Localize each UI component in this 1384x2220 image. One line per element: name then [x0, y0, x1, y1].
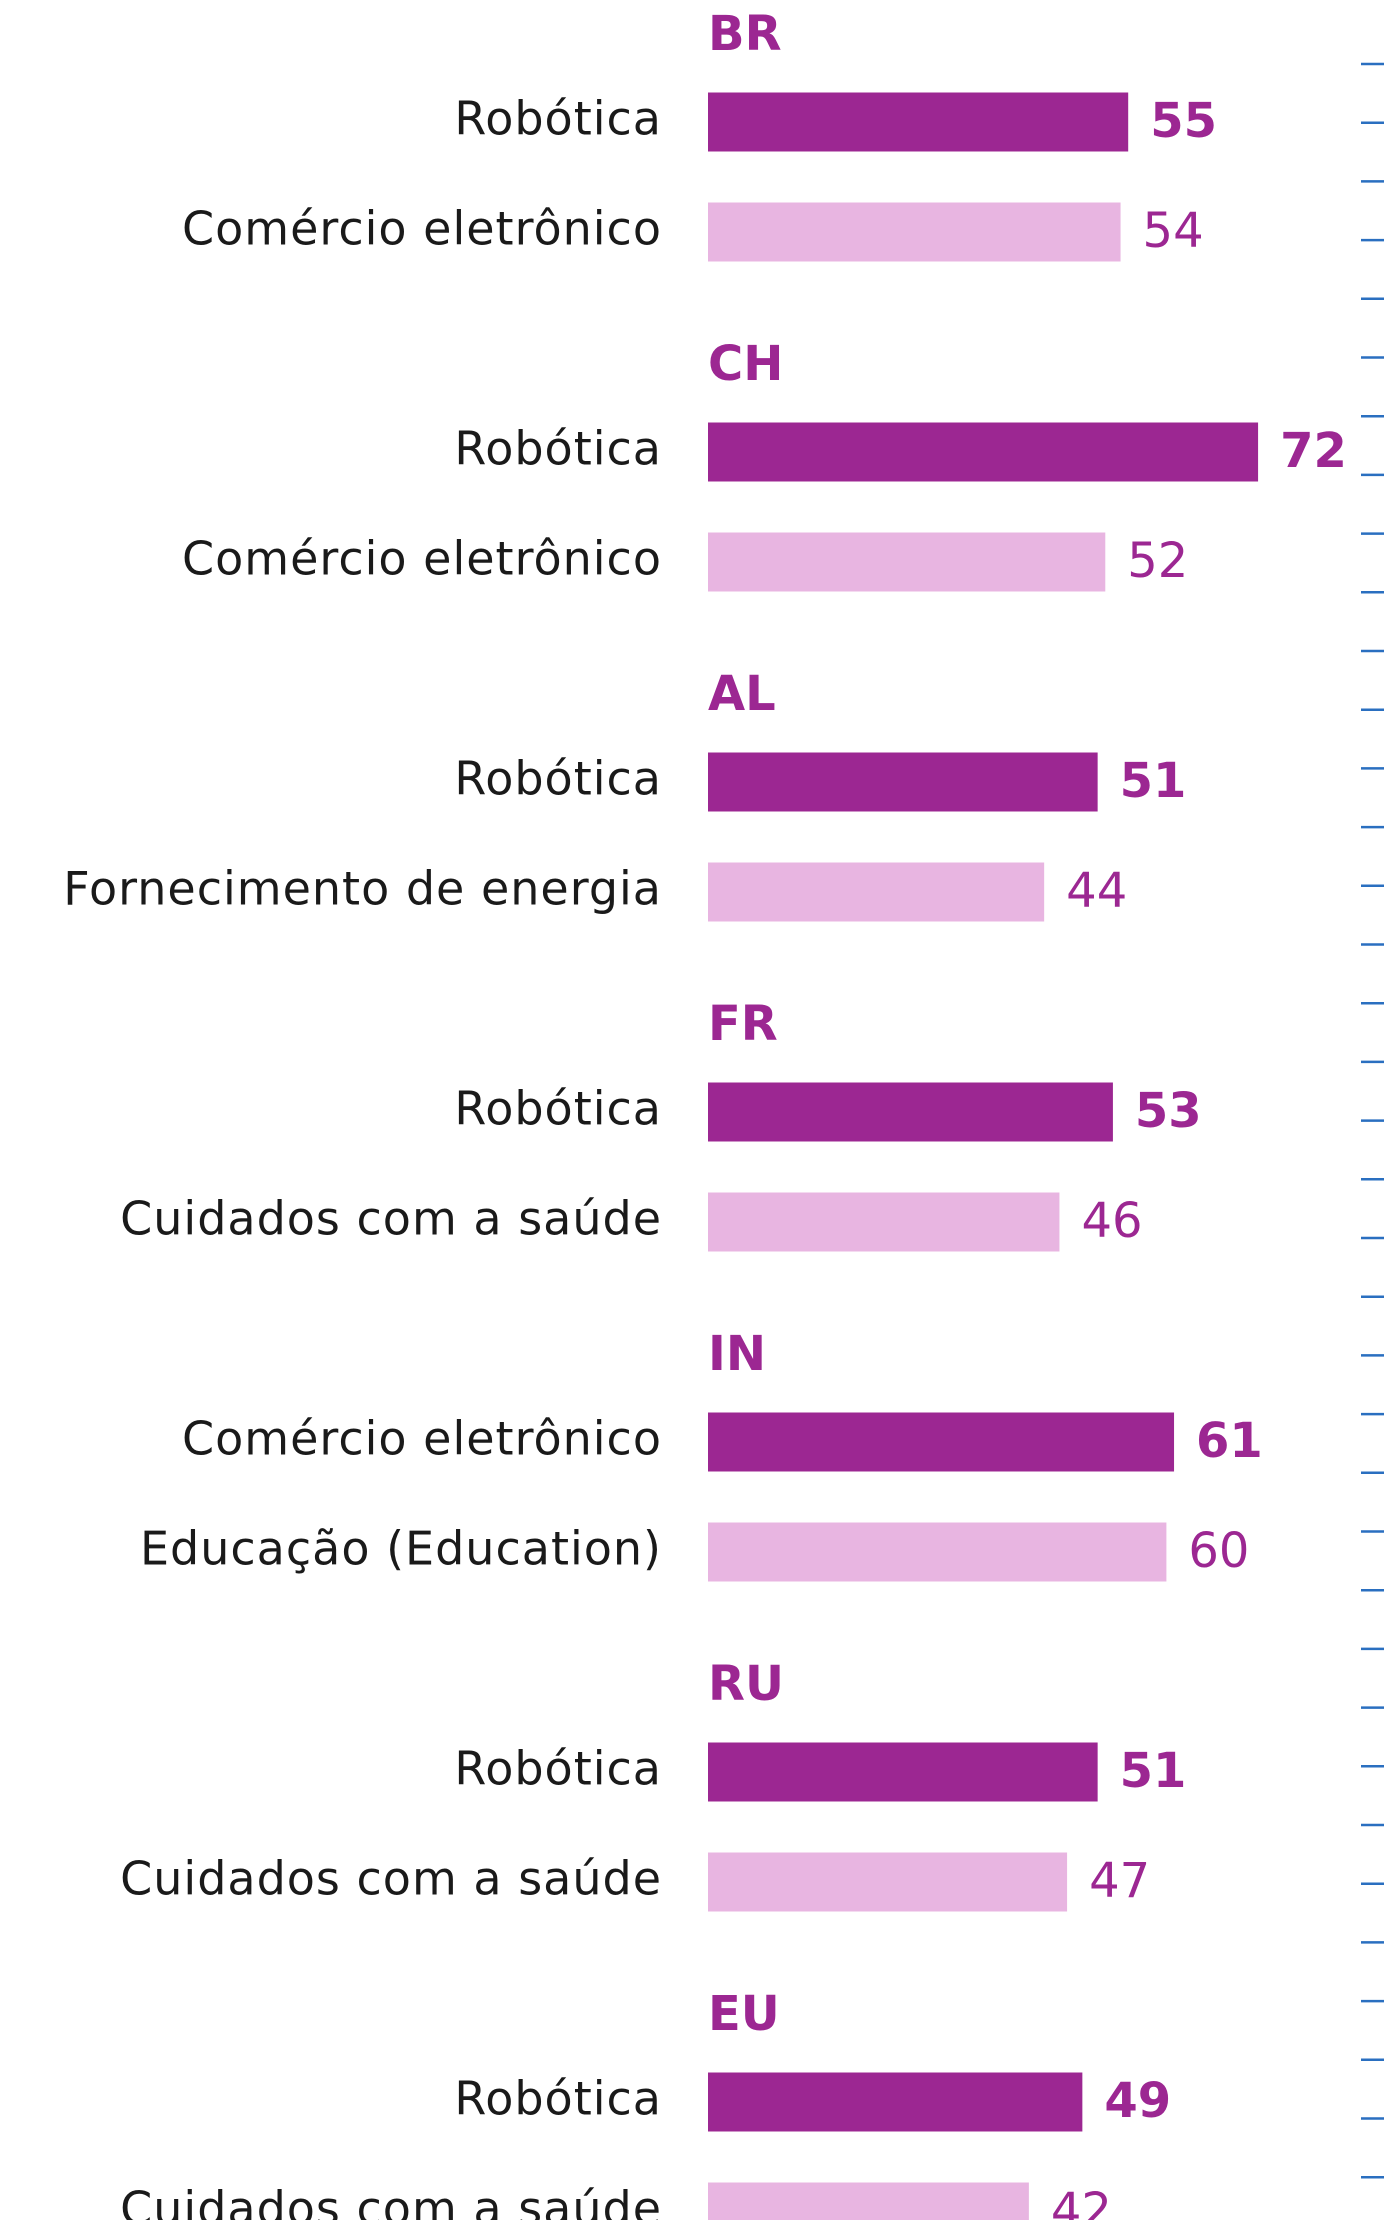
value-label: 61 [1196, 1413, 1263, 1469]
bar [708, 1742, 1098, 1802]
value-label: 60 [1188, 1523, 1249, 1579]
value-label: 47 [1089, 1853, 1150, 1909]
value-label: 44 [1066, 863, 1127, 919]
group-label: EU [708, 1986, 780, 2042]
bar [708, 2072, 1083, 2132]
category-label: Robótica [454, 422, 662, 476]
bar [708, 422, 1259, 482]
bar [708, 1852, 1068, 1912]
category-label: Robótica [454, 1742, 662, 1796]
value-label: 53 [1135, 1083, 1202, 1139]
value-label: 42 [1051, 2183, 1112, 2220]
bar [708, 862, 1045, 922]
category-label: Cuidados com a saúde [120, 1852, 662, 1906]
category-label: Comércio eletrônico [182, 532, 662, 586]
value-label: 72 [1280, 423, 1347, 479]
bar [708, 1412, 1175, 1472]
category-label: Cuidados com a saúde [120, 1192, 662, 1246]
bar [708, 1082, 1113, 1142]
value-label: 52 [1127, 533, 1188, 589]
value-label: 51 [1120, 1743, 1187, 1799]
category-label: Robótica [454, 752, 662, 806]
category-label: Comércio eletrônico [182, 1412, 662, 1466]
group-label: FR [708, 996, 778, 1052]
value-label: 54 [1143, 203, 1204, 259]
category-label: Fornecimento de energia [63, 862, 662, 916]
bar [708, 532, 1106, 592]
bar [708, 1192, 1060, 1252]
category-label: Comércio eletrônico [182, 202, 662, 256]
bar [708, 752, 1098, 812]
group-label: IN [708, 1326, 766, 1382]
category-label: Robótica [454, 1082, 662, 1136]
category-label: Cuidados com a saúde [120, 2182, 662, 2220]
bar [708, 2182, 1029, 2220]
group-label: RU [708, 1656, 784, 1712]
group-label: CH [708, 336, 783, 392]
value-label: 46 [1081, 1193, 1142, 1249]
group-label: BR [708, 6, 782, 62]
group-label: AL [708, 666, 776, 722]
bar [708, 92, 1129, 152]
category-label: Robótica [454, 92, 662, 146]
bar [708, 1522, 1167, 1582]
category-label: Robótica [454, 2072, 662, 2126]
value-label: 49 [1104, 2073, 1171, 2129]
value-label: 51 [1120, 753, 1187, 809]
value-label: 55 [1150, 93, 1217, 149]
bar [708, 202, 1121, 262]
category-label: Educação (Education) [140, 1522, 662, 1576]
